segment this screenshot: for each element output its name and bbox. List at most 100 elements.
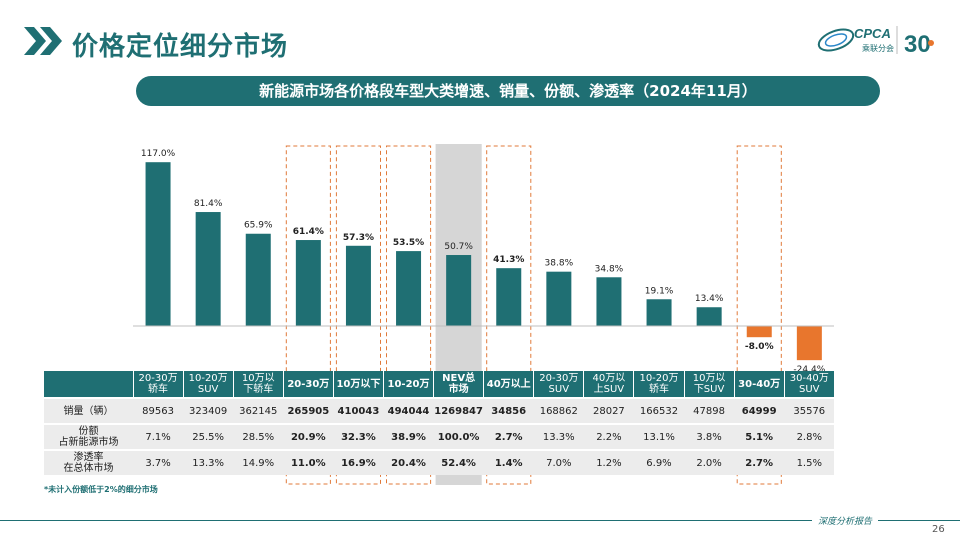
table-row-label: 渗透率 在总体市场 <box>44 449 133 475</box>
data-table: 20-30万 轿车 10-20万 SUV 10万以 下轿车 20-30万 10万以下 10-20… <box>44 371 835 475</box>
table-cell: 323409 <box>183 397 234 424</box>
page-number: 26 <box>932 524 945 535</box>
table-cell: 410043 <box>333 397 384 424</box>
table-header-cell: 20-30万 轿车 <box>133 371 184 398</box>
table-row-label: 销量（辆） <box>44 397 133 424</box>
table-cell: 64999 <box>734 397 785 424</box>
table-cell: 362145 <box>233 397 284 424</box>
bar-10 <box>646 299 672 326</box>
highlight-box-4 <box>335 145 381 485</box>
table-cell: 38.9% <box>383 423 434 450</box>
table-cell: 1.2% <box>583 449 634 475</box>
table-row-label: 份额 占新能源市场 <box>44 423 133 450</box>
table-cell: 1.5% <box>784 449 835 475</box>
table-header-cell: 10万以下 <box>333 371 384 398</box>
table-cell: 2.7% <box>483 423 534 450</box>
table-cell: 52.4% <box>433 449 484 475</box>
data-label-13: -24.4% <box>793 365 825 375</box>
data-label-9: 34.8% <box>595 264 624 274</box>
data-label-10: 19.1% <box>645 286 674 296</box>
table-cell: 25.5% <box>183 423 234 450</box>
table-cell: 2.2% <box>583 423 634 450</box>
table-cell: 11.0% <box>283 449 334 475</box>
data-label-11: 13.4% <box>695 294 724 304</box>
highlight-box-7 <box>486 145 532 485</box>
bar-11 <box>696 307 722 326</box>
data-label-4: 57.3% <box>343 233 374 243</box>
table-row: 渗透率 在总体市场 3.7% 13.3% 14.9% 11.0% 16.9% 20.4% 52.… <box>44 449 835 475</box>
data-label-2: 65.9% <box>244 221 273 231</box>
bottom-divider <box>0 520 960 521</box>
table-cell: 6.9% <box>633 449 685 475</box>
table-cell: 3.7% <box>133 449 184 475</box>
table-cell: 2.8% <box>784 423 835 450</box>
table-cell: 20.4% <box>383 449 434 475</box>
table-header-cell: 40万以 上SUV <box>583 371 635 398</box>
data-label-5: 53.5% <box>393 238 424 248</box>
bar-5 <box>396 251 422 326</box>
table-cell: 265905 <box>283 397 334 424</box>
table-cell: 166532 <box>633 397 685 424</box>
table-cell: 89563 <box>133 397 184 424</box>
bar-12 <box>746 326 772 338</box>
table-header-cell: NEV总 市场 <box>433 371 485 398</box>
table-cell: 28027 <box>583 397 634 424</box>
table-cell: 2.0% <box>684 449 735 475</box>
table-cell: 13.3% <box>183 449 234 475</box>
page-title: 价格定位细分市场 <box>72 32 289 62</box>
table-cell: 32.3% <box>333 423 384 450</box>
bar-6 <box>446 255 472 326</box>
table-cell: 47898 <box>684 397 735 424</box>
logo-badge: 30 <box>904 31 931 58</box>
logo-cn: 乘联分会 <box>862 43 894 53</box>
table-cell: 2.7% <box>734 449 785 475</box>
bar-0 <box>145 162 171 326</box>
table-cell: 494044 <box>383 397 434 424</box>
bar-2 <box>245 233 271 326</box>
data-label-1: 81.4% <box>194 199 223 209</box>
table-cell: 35576 <box>784 397 835 424</box>
table-header-row: 20-30万 轿车 10-20万 SUV 10万以 下轿车 20-30万 10万以下 10-20… <box>44 371 835 398</box>
data-label-8: 38.8% <box>545 259 574 269</box>
bar-1 <box>195 212 221 326</box>
table-cell: 13.3% <box>533 423 584 450</box>
table-header-cell: 30-40万 SUV <box>784 371 835 398</box>
table-cell: 28.5% <box>233 423 284 450</box>
data-label-6: 50.7% <box>444 242 473 252</box>
table-cell: 100.0% <box>433 423 484 450</box>
table-corner <box>44 371 134 398</box>
bar-9 <box>596 277 622 326</box>
table-header-cell: 10万以 下轿车 <box>233 371 284 398</box>
table-row: 份额 占新能源市场 7.1% 25.5% 28.5% 20.9% 32.3% 38.9% 100… <box>44 423 835 450</box>
table-header-cell: 10-20万 <box>383 371 435 398</box>
footnote: *未计入份额低于2%的细分市场 <box>44 485 158 494</box>
data-label-12: -8.0% <box>745 342 774 352</box>
table-cell: 7.1% <box>133 423 184 450</box>
table-row: 销量（辆） 89563 323409 362145 265905 410043 494044… <box>44 397 835 424</box>
table-cell: 7.0% <box>533 449 584 475</box>
highlight-box-3 <box>285 145 331 485</box>
table-cell: 168862 <box>533 397 584 424</box>
data-label-7: 41.3% <box>493 255 524 265</box>
table-cell: 16.9% <box>333 449 384 475</box>
table-cell: 3.8% <box>684 423 735 450</box>
bar-7 <box>496 268 522 326</box>
table-cell: 5.1% <box>734 423 785 450</box>
highlight-box-5 <box>386 145 432 485</box>
table-cell: 1269847 <box>433 397 484 424</box>
table-header-cell: 30-40万 <box>734 371 785 398</box>
table-cell: 14.9% <box>233 449 284 475</box>
bar-3 <box>295 240 321 326</box>
cpca-logo-icon <box>817 28 855 52</box>
data-label-3: 61.4% <box>293 227 324 237</box>
bar-8 <box>546 271 572 326</box>
chart-subtitle: 新能源市场各价格段车型大类增速、销量、份额、渗透率（2024年11月） <box>136 76 880 106</box>
table-header-cell: 20-30万 SUV <box>533 371 585 398</box>
highlight-box-12 <box>736 145 782 485</box>
table-header-cell: 10万以 下SUV <box>684 371 735 398</box>
table-cell: 20.9% <box>283 423 334 450</box>
table-cell: 34856 <box>483 397 534 424</box>
table-header-cell: 10-20万 SUV <box>183 371 234 398</box>
data-label-0: 117.0% <box>141 149 176 159</box>
logo-text: CPCA <box>854 26 891 41</box>
